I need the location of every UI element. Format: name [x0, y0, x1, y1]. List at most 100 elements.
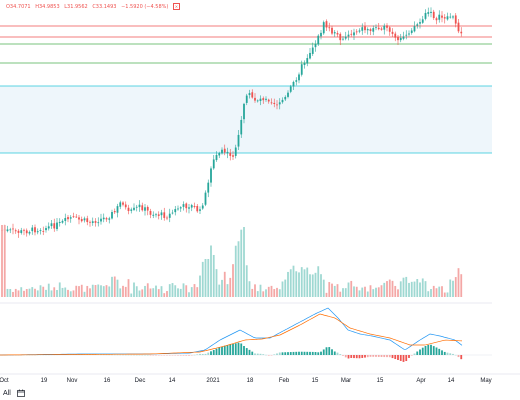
candle-body [105, 218, 108, 220]
volume-bar [336, 284, 339, 297]
calendar-icon[interactable] [17, 389, 25, 397]
candle-body [185, 203, 188, 209]
macd-histogram-bar [276, 353, 278, 355]
candle-body [353, 32, 355, 36]
volume-bar [199, 275, 201, 297]
volume-bar [113, 276, 116, 297]
macd-histogram-bar [229, 344, 232, 355]
volume-bar [185, 285, 188, 297]
macd-histogram-bar [221, 346, 223, 355]
macd-histogram-bar [188, 355, 190, 356]
macd-histogram-bar [364, 355, 366, 358]
volume-bar [215, 269, 218, 297]
candle-body [300, 64, 303, 75]
volume-bar [300, 267, 303, 297]
candle-body [135, 206, 138, 208]
candle-body [61, 220, 64, 223]
candle-body [111, 212, 113, 219]
volume-bar [12, 291, 14, 297]
volume-bar [138, 290, 141, 297]
macd-histogram-bar [328, 347, 331, 355]
candle-body [421, 19, 424, 23]
macd-histogram-bar [259, 353, 262, 355]
volume-bar [174, 285, 177, 297]
volume-bar [240, 229, 243, 297]
candle-body [248, 93, 251, 96]
candle-body [435, 18, 438, 21]
volume-bar [75, 285, 78, 297]
volume-bar [28, 288, 31, 297]
volume-bar [449, 279, 452, 297]
macd-histogram-bar [232, 343, 234, 355]
macd-histogram-bar [317, 352, 320, 355]
volume-bar [446, 292, 449, 297]
candle-body [446, 16, 449, 20]
volume-bar [212, 254, 215, 297]
volume-bar [460, 274, 463, 297]
candle-body [6, 229, 9, 232]
candle-body [366, 29, 369, 31]
candle-body [212, 159, 215, 169]
volume-bar [14, 288, 17, 297]
volume-bar [122, 285, 124, 297]
candle-body [89, 221, 91, 223]
candle-body [449, 16, 452, 18]
candle-body [168, 213, 171, 218]
volume-bar [36, 290, 39, 297]
candle-body [138, 204, 141, 208]
macd-histogram-bar [416, 351, 419, 355]
candle-body [292, 81, 295, 87]
volume-bar [124, 286, 127, 297]
candle-body [427, 12, 430, 14]
macd-histogram-bar [410, 355, 413, 356]
macd-histogram-bar [366, 355, 369, 358]
volume-bar [421, 278, 424, 297]
volume-bar [127, 279, 130, 297]
candle-body [284, 96, 287, 100]
volume-bar [39, 285, 42, 297]
volume-bar [416, 279, 419, 297]
macd-histogram-bar [240, 343, 243, 355]
macd-histogram-bar [218, 347, 221, 355]
legend-close-icon[interactable]: × [172, 3, 180, 10]
bottom-toolbar: All [0, 388, 520, 400]
volume-bar [309, 274, 311, 297]
macd-histogram-bar [331, 349, 333, 355]
macd-histogram-bar [435, 347, 438, 355]
volume-bar [152, 288, 155, 297]
volume-bar [111, 276, 113, 297]
volume-bar [146, 283, 149, 297]
candle-body [97, 222, 100, 224]
volume-bar [270, 285, 273, 297]
volume-bar [331, 283, 333, 297]
candle-body [355, 31, 358, 33]
volume-bar [42, 286, 45, 297]
horizontal-levels [0, 25, 492, 154]
timeframe-all-button[interactable]: All [3, 390, 11, 397]
macd-histogram-bar [322, 349, 325, 355]
volume-bar [243, 227, 245, 297]
macd-histogram-bar [333, 351, 336, 355]
candle-body [262, 98, 265, 101]
candle-body [199, 209, 201, 211]
macd-histogram-bar [243, 346, 245, 355]
candle-body [358, 30, 361, 32]
candle-body [171, 212, 174, 214]
candle-body [397, 37, 399, 41]
volume-bar [303, 269, 306, 297]
candle-body [232, 155, 234, 157]
candle-body [204, 192, 207, 205]
x-tick-label: 14 [448, 378, 455, 384]
legend-high: H34.9853 [35, 4, 60, 10]
candle-body [377, 27, 380, 30]
macd-histogram-bar [460, 355, 463, 360]
candle-body [438, 14, 441, 20]
volume-bar [182, 283, 185, 297]
volume-bar [163, 293, 166, 297]
macd-histogram-bar [424, 346, 427, 355]
macd-histogram-bar [182, 355, 185, 356]
candle-body [402, 36, 405, 39]
volume-bar [20, 287, 23, 297]
candle-body [416, 24, 419, 26]
